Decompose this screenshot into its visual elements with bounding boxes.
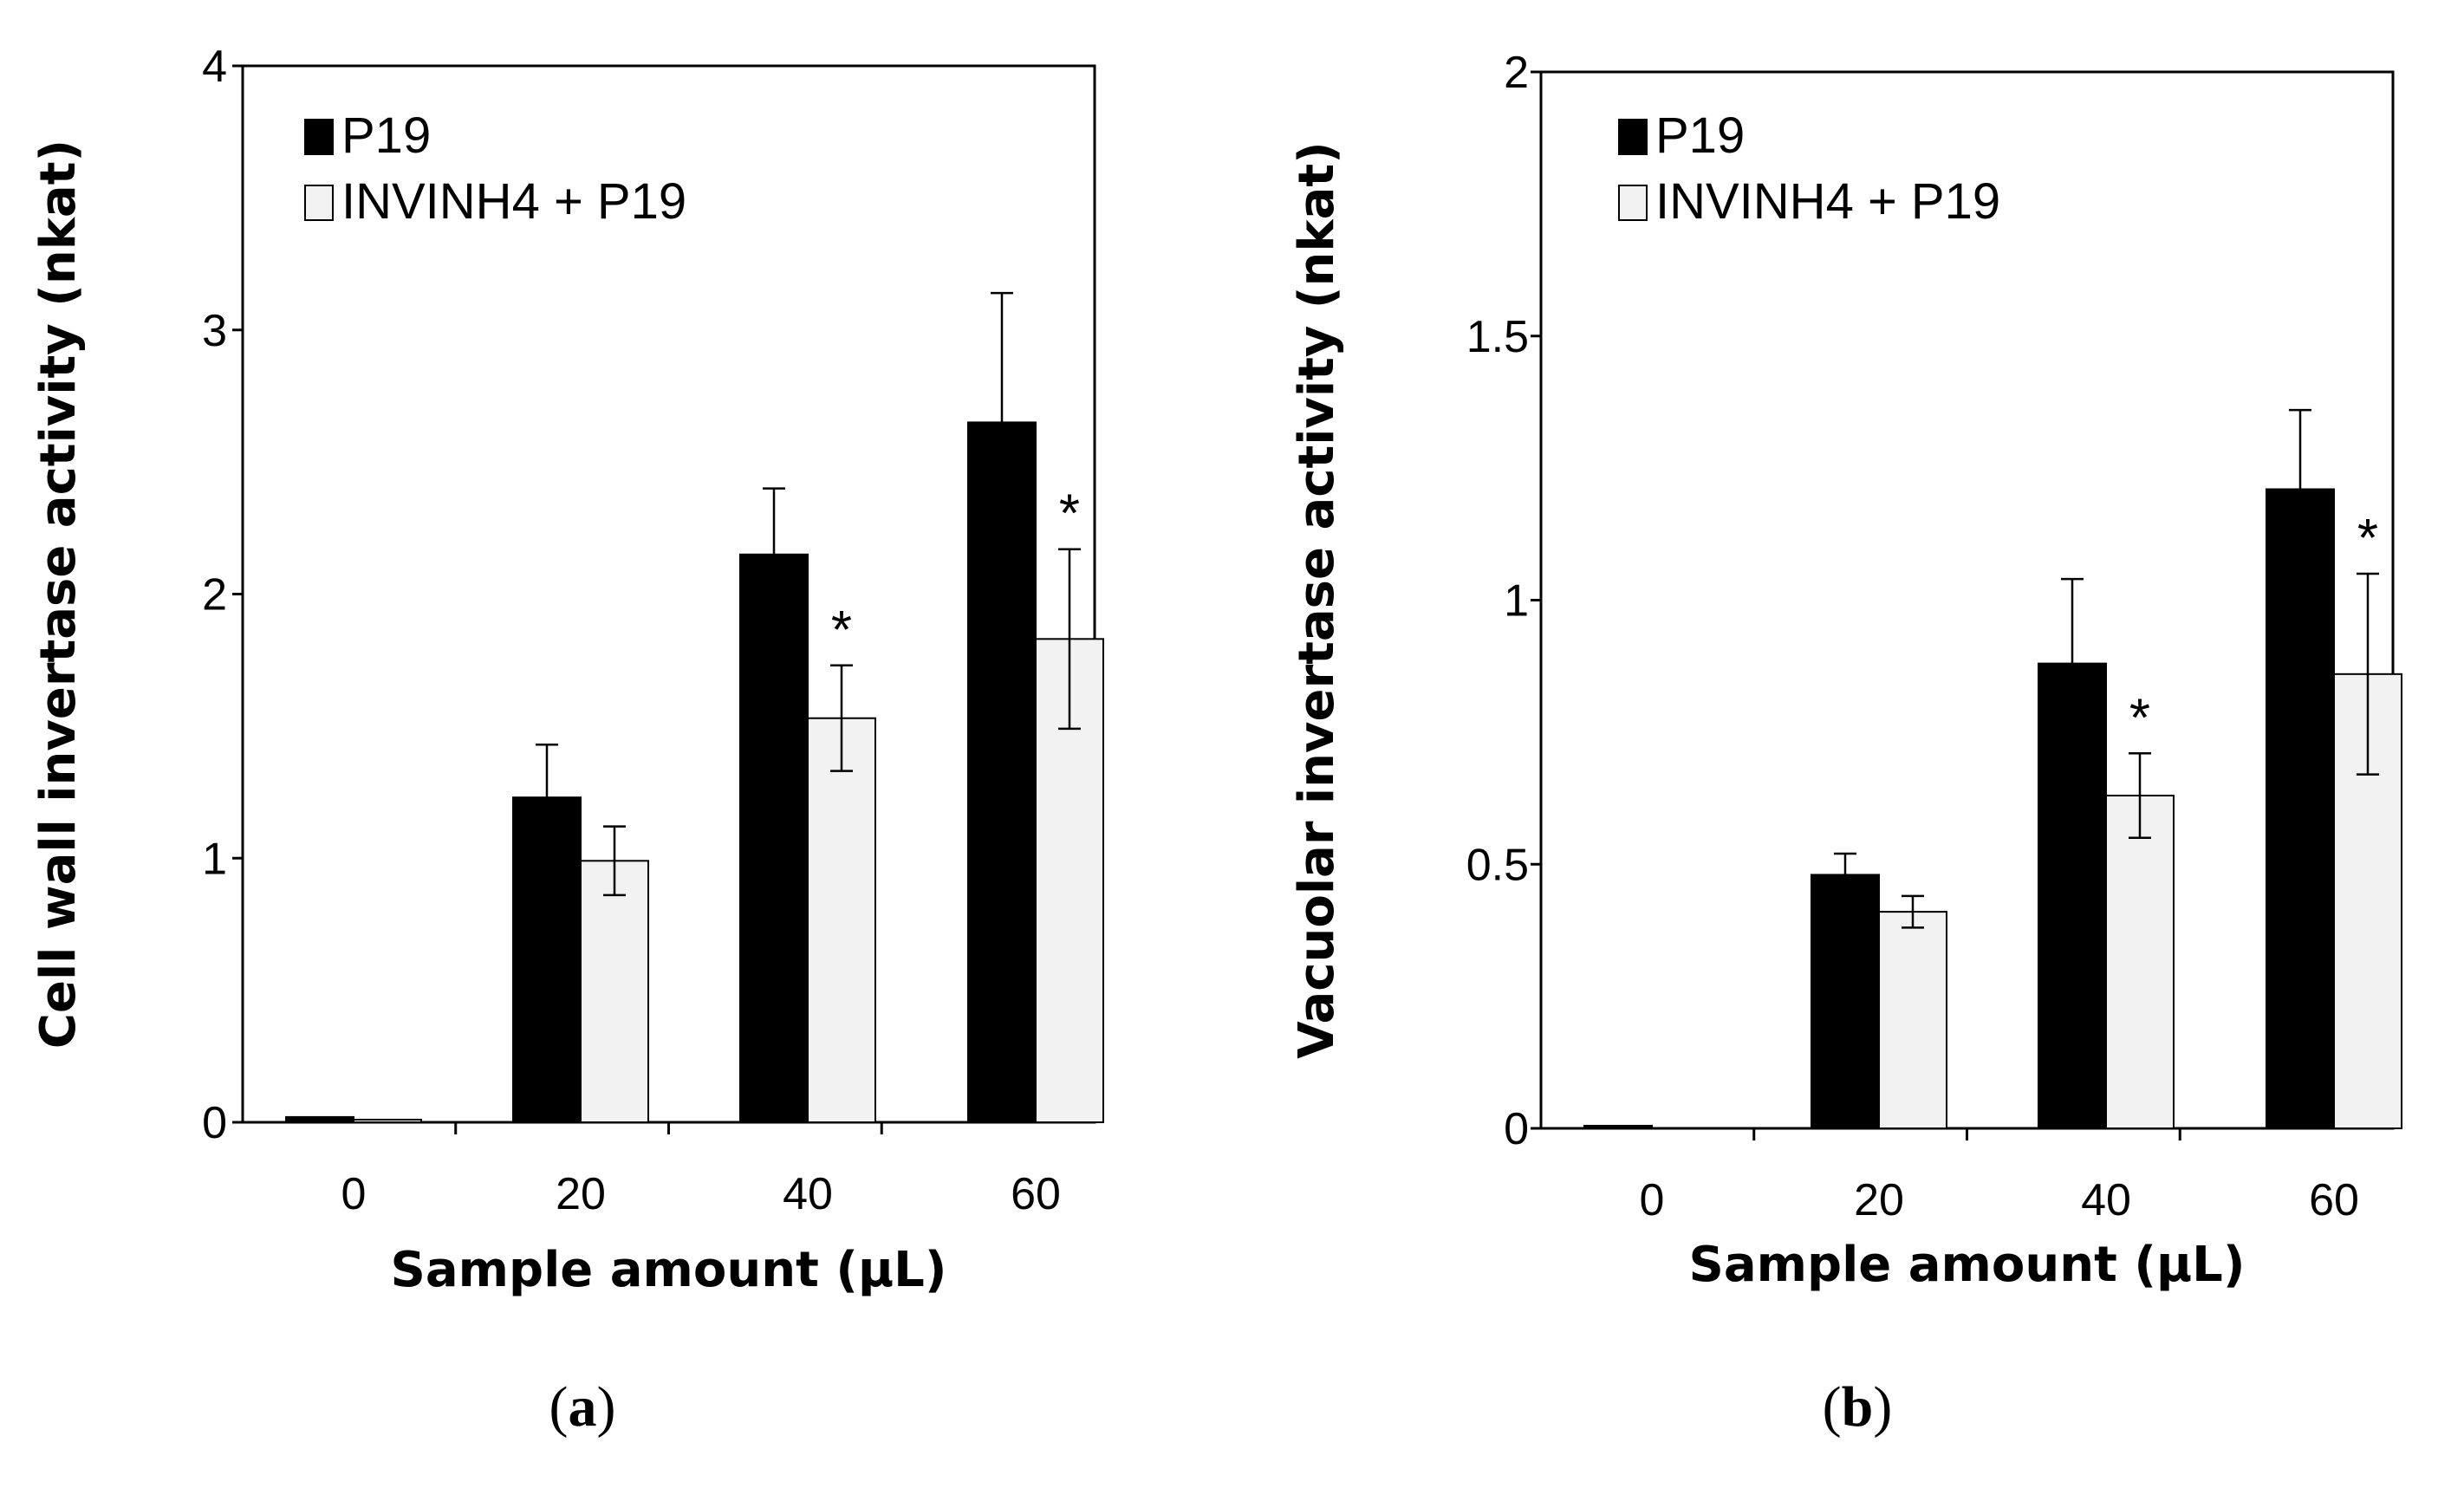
- x-tick-label: 40: [783, 1169, 833, 1219]
- significance-star: *: [2129, 688, 2150, 748]
- significance-star: *: [2357, 509, 2378, 569]
- bar-p19: [739, 553, 809, 1123]
- legend-swatch-p19: [1618, 119, 1648, 155]
- legend-swatch-invinh4-p19: [1618, 185, 1648, 221]
- x-tick-label: 20: [1854, 1175, 1904, 1225]
- bar-invinh4-p19: [353, 1118, 422, 1124]
- y-tick-label: 0: [202, 1098, 227, 1148]
- x-tick-label: 60: [1011, 1169, 1061, 1219]
- panel-label: (b): [1823, 1375, 1893, 1439]
- x-tick-label: 20: [556, 1169, 606, 1219]
- bar-invinh4-p19: [807, 717, 876, 1123]
- bar-p19: [1583, 1124, 1653, 1130]
- legend-label-invinh4-p19: INVINH4 + P19: [341, 173, 686, 230]
- panel-letter: a: [569, 1375, 597, 1439]
- bar-invinh4-p19: [580, 860, 649, 1123]
- y-tick-label: 1: [1504, 576, 1529, 627]
- bar-p19: [2266, 488, 2335, 1129]
- legend-swatch-invinh4-p19: [304, 185, 334, 221]
- bar-invinh4-p19: [1878, 911, 1947, 1129]
- legend-label-p19: P19: [341, 107, 431, 164]
- y-tick-label: 2: [1504, 48, 1529, 98]
- bar-p19: [285, 1115, 354, 1124]
- bar-p19: [512, 796, 582, 1123]
- y-axis-label: Vacuolar invertase activity (nkat): [1289, 141, 1345, 1059]
- legend-swatch-p19: [304, 119, 334, 155]
- plot-frame: [1539, 70, 2395, 1130]
- bar-invinh4-p19: [2105, 795, 2175, 1129]
- y-tick-label: 1: [202, 834, 227, 884]
- y-axis-label: Cell wall invertase activity (nkat): [30, 140, 87, 1049]
- y-tick-label: 0: [1504, 1104, 1529, 1154]
- x-axis-label: Sample amount (μL): [1689, 1237, 2246, 1293]
- legend-label-invinh4-p19: INVINH4 + P19: [1655, 173, 2000, 230]
- x-tick-label: 40: [2081, 1175, 2131, 1225]
- y-tick-label: 0.5: [1466, 840, 1529, 890]
- significance-star: *: [1059, 484, 1080, 544]
- significance-star: *: [831, 601, 852, 660]
- y-tick-label: 3: [202, 306, 227, 356]
- bar-p19: [1811, 874, 1880, 1129]
- bar-invinh4-p19: [1035, 638, 1104, 1123]
- x-tick-label: 0: [1640, 1175, 1665, 1225]
- y-tick-label: 4: [202, 42, 227, 92]
- x-axis-label: Sample amount (μL): [391, 1242, 947, 1298]
- panel-letter: b: [1842, 1375, 1874, 1439]
- y-tick-label: 1.5: [1466, 312, 1529, 362]
- y-tick-label: 2: [202, 570, 227, 621]
- x-tick-label: 0: [341, 1169, 367, 1219]
- legend-label-p19: P19: [1655, 107, 1745, 164]
- x-tick-label: 60: [2309, 1175, 2359, 1225]
- panel-label: (a): [549, 1375, 616, 1439]
